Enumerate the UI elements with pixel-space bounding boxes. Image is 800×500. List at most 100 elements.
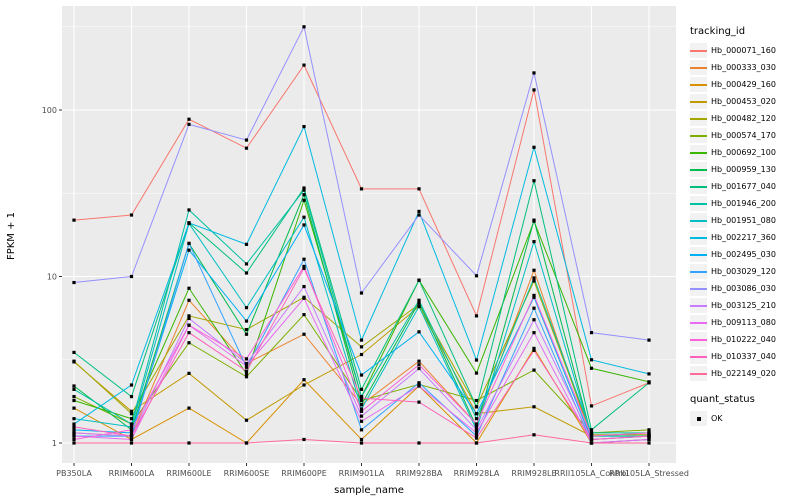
legend-line-swatch bbox=[690, 253, 707, 256]
data-point bbox=[359, 291, 364, 295]
data-point bbox=[532, 276, 536, 280]
data-point bbox=[187, 248, 191, 252]
legend-line-swatch bbox=[690, 202, 707, 205]
legend-label: Hb_010337_040 bbox=[711, 352, 776, 361]
data-point bbox=[474, 436, 479, 440]
data-point bbox=[302, 124, 306, 129]
data-point bbox=[532, 331, 536, 335]
legend-key bbox=[690, 230, 707, 245]
data-point bbox=[244, 364, 249, 368]
data-point bbox=[359, 407, 364, 411]
legend-label: Hb_001951_080 bbox=[711, 216, 776, 225]
y-axis-title: FPKM + 1 bbox=[6, 212, 17, 260]
legend-label: Hb_022149_020 bbox=[711, 369, 776, 378]
x-tick-label: RRII105LA_Stressed bbox=[609, 469, 689, 478]
x-tick-label: RRIM901LA bbox=[339, 469, 385, 478]
legend-item: Hb_001951_080 bbox=[690, 212, 798, 229]
legend-line-swatch bbox=[690, 117, 707, 120]
legend-item: Hb_002495_030 bbox=[690, 246, 798, 263]
data-point bbox=[532, 295, 536, 299]
legend-label: Hb_002495_030 bbox=[711, 250, 776, 259]
ok-key bbox=[690, 411, 707, 426]
data-point bbox=[532, 71, 536, 75]
legend-key bbox=[690, 349, 707, 364]
data-point bbox=[129, 213, 134, 217]
data-point bbox=[302, 198, 306, 202]
data-point bbox=[417, 366, 421, 371]
data-point bbox=[417, 302, 421, 306]
x-tick-label: RRIM600LE bbox=[166, 469, 211, 478]
data-point bbox=[532, 405, 536, 409]
legend-item: Hb_001677_040 bbox=[690, 178, 798, 195]
data-point bbox=[647, 441, 651, 445]
data-point bbox=[72, 417, 76, 421]
legend-line-swatch bbox=[690, 49, 707, 52]
data-point bbox=[359, 352, 364, 357]
data-point bbox=[647, 437, 651, 442]
legend: tracking_id Hb_000071_160 Hb_000333_030 Hb… bbox=[690, 26, 798, 427]
data-point bbox=[302, 437, 306, 442]
data-point bbox=[359, 414, 364, 418]
x-tick-label: RRIM928LA bbox=[454, 469, 500, 478]
legend-key bbox=[690, 264, 707, 279]
data-point bbox=[244, 327, 249, 332]
legend-item: Hb_000574_170 bbox=[690, 127, 798, 144]
data-point bbox=[359, 403, 364, 407]
legend-items: Hb_000071_160 Hb_000333_030 Hb_000429_160 H… bbox=[690, 42, 798, 382]
data-point bbox=[417, 330, 421, 334]
legend-item: Hb_010222_040 bbox=[690, 331, 798, 348]
data-point bbox=[302, 193, 306, 197]
legend-label: Hb_000482_120 bbox=[711, 114, 776, 123]
data-point bbox=[244, 306, 249, 310]
legend-line-swatch bbox=[690, 321, 707, 324]
data-point bbox=[532, 346, 536, 350]
data-point bbox=[129, 409, 134, 413]
data-point bbox=[474, 314, 479, 318]
data-point bbox=[244, 271, 249, 275]
legend-item: Hb_000453_020 bbox=[690, 93, 798, 110]
x-tick-label: RRII105LA_Control bbox=[554, 469, 628, 478]
data-point bbox=[244, 369, 249, 373]
x-tick-label: RRIM928LE bbox=[511, 469, 556, 478]
data-point bbox=[359, 345, 364, 349]
data-point bbox=[72, 425, 76, 429]
legend-key bbox=[690, 281, 707, 296]
data-point bbox=[474, 371, 479, 375]
data-point bbox=[129, 412, 134, 416]
legend-item: Hb_022149_020 bbox=[690, 365, 798, 382]
data-point bbox=[129, 425, 134, 429]
data-point bbox=[302, 266, 306, 270]
data-point bbox=[302, 378, 306, 382]
data-point bbox=[532, 306, 536, 310]
x-tick-label: PB350LA bbox=[56, 469, 92, 478]
data-point bbox=[474, 412, 479, 416]
data-point bbox=[474, 405, 479, 409]
legend-line-swatch bbox=[690, 287, 707, 290]
legend-line-swatch bbox=[690, 219, 707, 222]
data-point bbox=[474, 358, 479, 362]
data-point bbox=[302, 215, 306, 219]
data-point bbox=[359, 387, 364, 391]
legend-label: Hb_001677_040 bbox=[711, 182, 776, 191]
data-point bbox=[302, 296, 306, 300]
x-tick-label: RRIM928BA bbox=[396, 469, 443, 478]
legend-item: Hb_001946_200 bbox=[690, 195, 798, 212]
data-point bbox=[72, 359, 76, 363]
legend-key bbox=[690, 366, 707, 381]
legend-item: Hb_002217_360 bbox=[690, 229, 798, 246]
x-tick-label: RRIM600SE bbox=[224, 469, 270, 478]
data-point bbox=[532, 88, 536, 92]
legend-key bbox=[690, 332, 707, 347]
data-point bbox=[72, 387, 76, 391]
data-point bbox=[72, 394, 76, 399]
legend-label: Hb_000429_160 bbox=[711, 80, 776, 89]
data-point bbox=[417, 304, 421, 309]
data-point bbox=[359, 419, 364, 423]
quant-status-legend: quant_status OK bbox=[690, 394, 798, 427]
legend-label: Hb_001946_200 bbox=[711, 199, 776, 208]
data-point bbox=[244, 138, 249, 142]
data-point bbox=[72, 384, 76, 388]
data-point bbox=[474, 417, 479, 421]
data-point bbox=[187, 208, 191, 212]
data-point bbox=[532, 268, 536, 272]
